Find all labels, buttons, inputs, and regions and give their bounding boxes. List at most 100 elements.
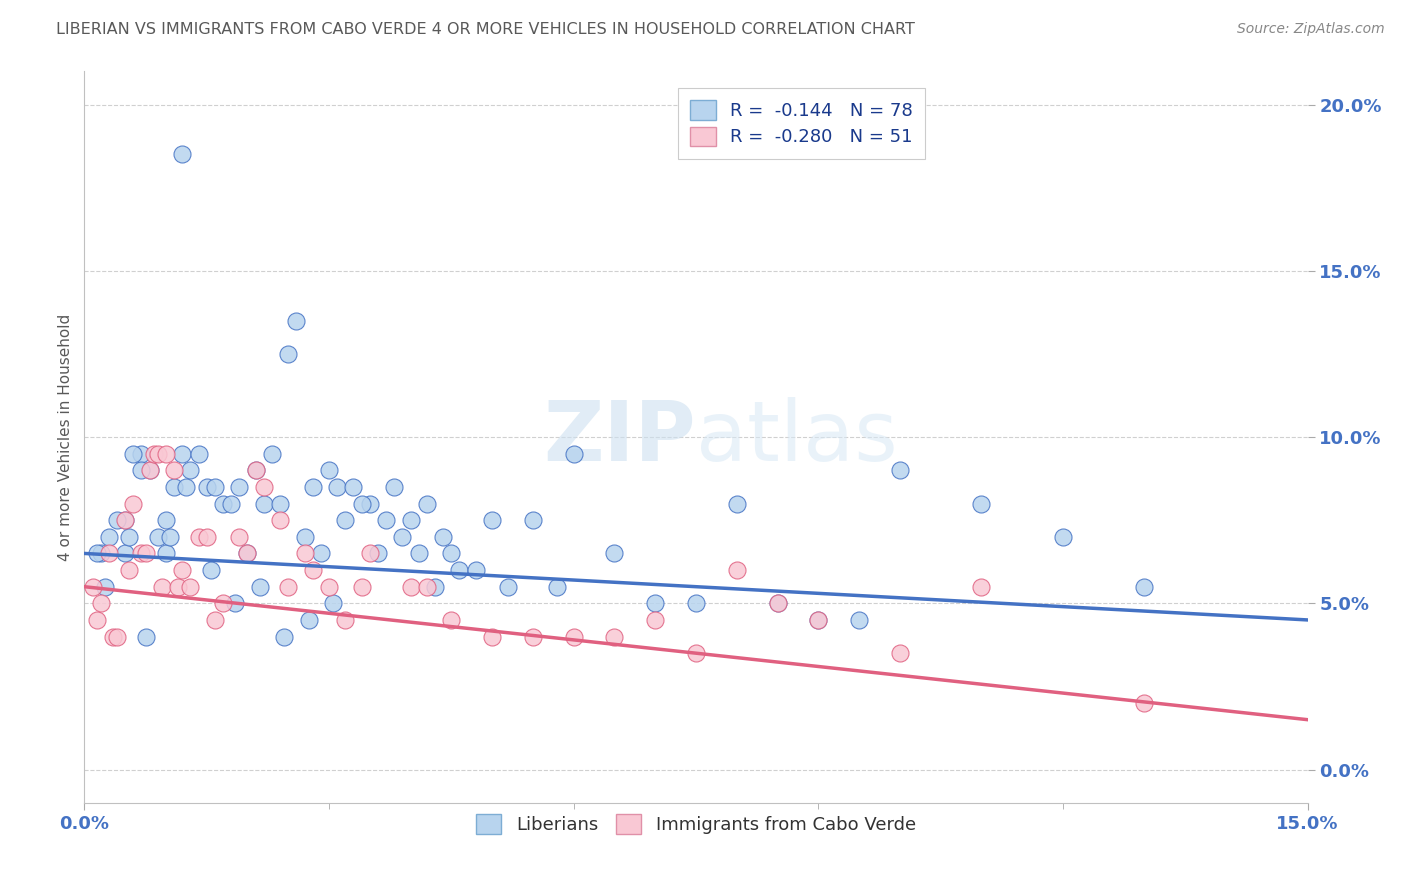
Point [135, 546, 157, 560]
Point [546, 580, 568, 594]
Point [90, 596, 112, 610]
Point [118, 530, 141, 544]
Point [236, 546, 259, 560]
Point [146, 530, 169, 544]
Point [685, 596, 707, 610]
Point [253, 497, 276, 511]
Point [335, 513, 357, 527]
Point [440, 613, 463, 627]
Point [359, 497, 381, 511]
Point [416, 497, 439, 511]
Point [342, 480, 364, 494]
Point [86, 546, 108, 560]
Point [172, 447, 194, 461]
Point [277, 347, 299, 361]
Point [179, 463, 201, 477]
Legend: Liberians, Immigrants from Cabo Verde: Liberians, Immigrants from Cabo Verde [465, 804, 927, 845]
Point [150, 580, 173, 594]
Point [685, 646, 707, 660]
Point [644, 596, 666, 610]
Point [187, 530, 209, 544]
Point [273, 630, 295, 644]
Text: ZIP: ZIP [544, 397, 696, 477]
Point [172, 563, 194, 577]
Y-axis label: 4 or more Vehicles in Household: 4 or more Vehicles in Household [58, 313, 73, 561]
Point [807, 613, 830, 627]
Point [228, 530, 250, 544]
Point [204, 480, 226, 494]
Point [848, 613, 870, 627]
Point [318, 580, 340, 594]
Point [766, 596, 789, 610]
Point [522, 630, 544, 644]
Point [142, 447, 165, 461]
Point [146, 447, 169, 461]
Point [163, 480, 186, 494]
Point [105, 513, 128, 527]
Point [245, 463, 267, 477]
Point [269, 497, 291, 511]
Point [138, 463, 160, 477]
Point [423, 580, 446, 594]
Point [416, 580, 439, 594]
Text: atlas: atlas [696, 397, 897, 477]
Point [644, 613, 666, 627]
Point [359, 546, 381, 560]
Point [440, 546, 463, 560]
Point [155, 447, 177, 461]
Point [253, 480, 276, 494]
Point [101, 630, 124, 644]
Point [228, 480, 250, 494]
Point [464, 563, 486, 577]
Point [375, 513, 398, 527]
Point [382, 480, 405, 494]
Point [131, 546, 153, 560]
Point [187, 447, 209, 461]
Point [159, 530, 181, 544]
Point [298, 613, 321, 627]
Point [82, 580, 104, 594]
Point [367, 546, 389, 560]
Point [114, 546, 136, 560]
Point [131, 447, 153, 461]
Point [138, 463, 160, 477]
Point [236, 546, 259, 560]
Point [408, 546, 430, 560]
Point [93, 580, 115, 594]
Point [260, 447, 283, 461]
Point [155, 546, 177, 560]
Point [219, 497, 242, 511]
Point [603, 630, 626, 644]
Point [97, 546, 120, 560]
Point [294, 530, 316, 544]
Point [174, 480, 197, 494]
Point [432, 530, 454, 544]
Point [245, 463, 267, 477]
Point [350, 497, 373, 511]
Point [122, 497, 145, 511]
Point [970, 497, 993, 511]
Point [725, 563, 748, 577]
Point [522, 513, 544, 527]
Point [326, 480, 349, 494]
Point [498, 580, 520, 594]
Point [114, 513, 136, 527]
Point [1052, 530, 1074, 544]
Point [481, 630, 503, 644]
Point [335, 613, 357, 627]
Point [155, 513, 177, 527]
Point [285, 314, 308, 328]
Point [179, 580, 201, 594]
Point [766, 596, 789, 610]
Point [118, 563, 141, 577]
Point [131, 463, 153, 477]
Point [1133, 580, 1156, 594]
Point [481, 513, 503, 527]
Point [200, 563, 222, 577]
Point [167, 580, 190, 594]
Point [122, 447, 145, 461]
Point [399, 580, 422, 594]
Point [294, 546, 316, 560]
Point [889, 646, 911, 660]
Point [322, 596, 344, 610]
